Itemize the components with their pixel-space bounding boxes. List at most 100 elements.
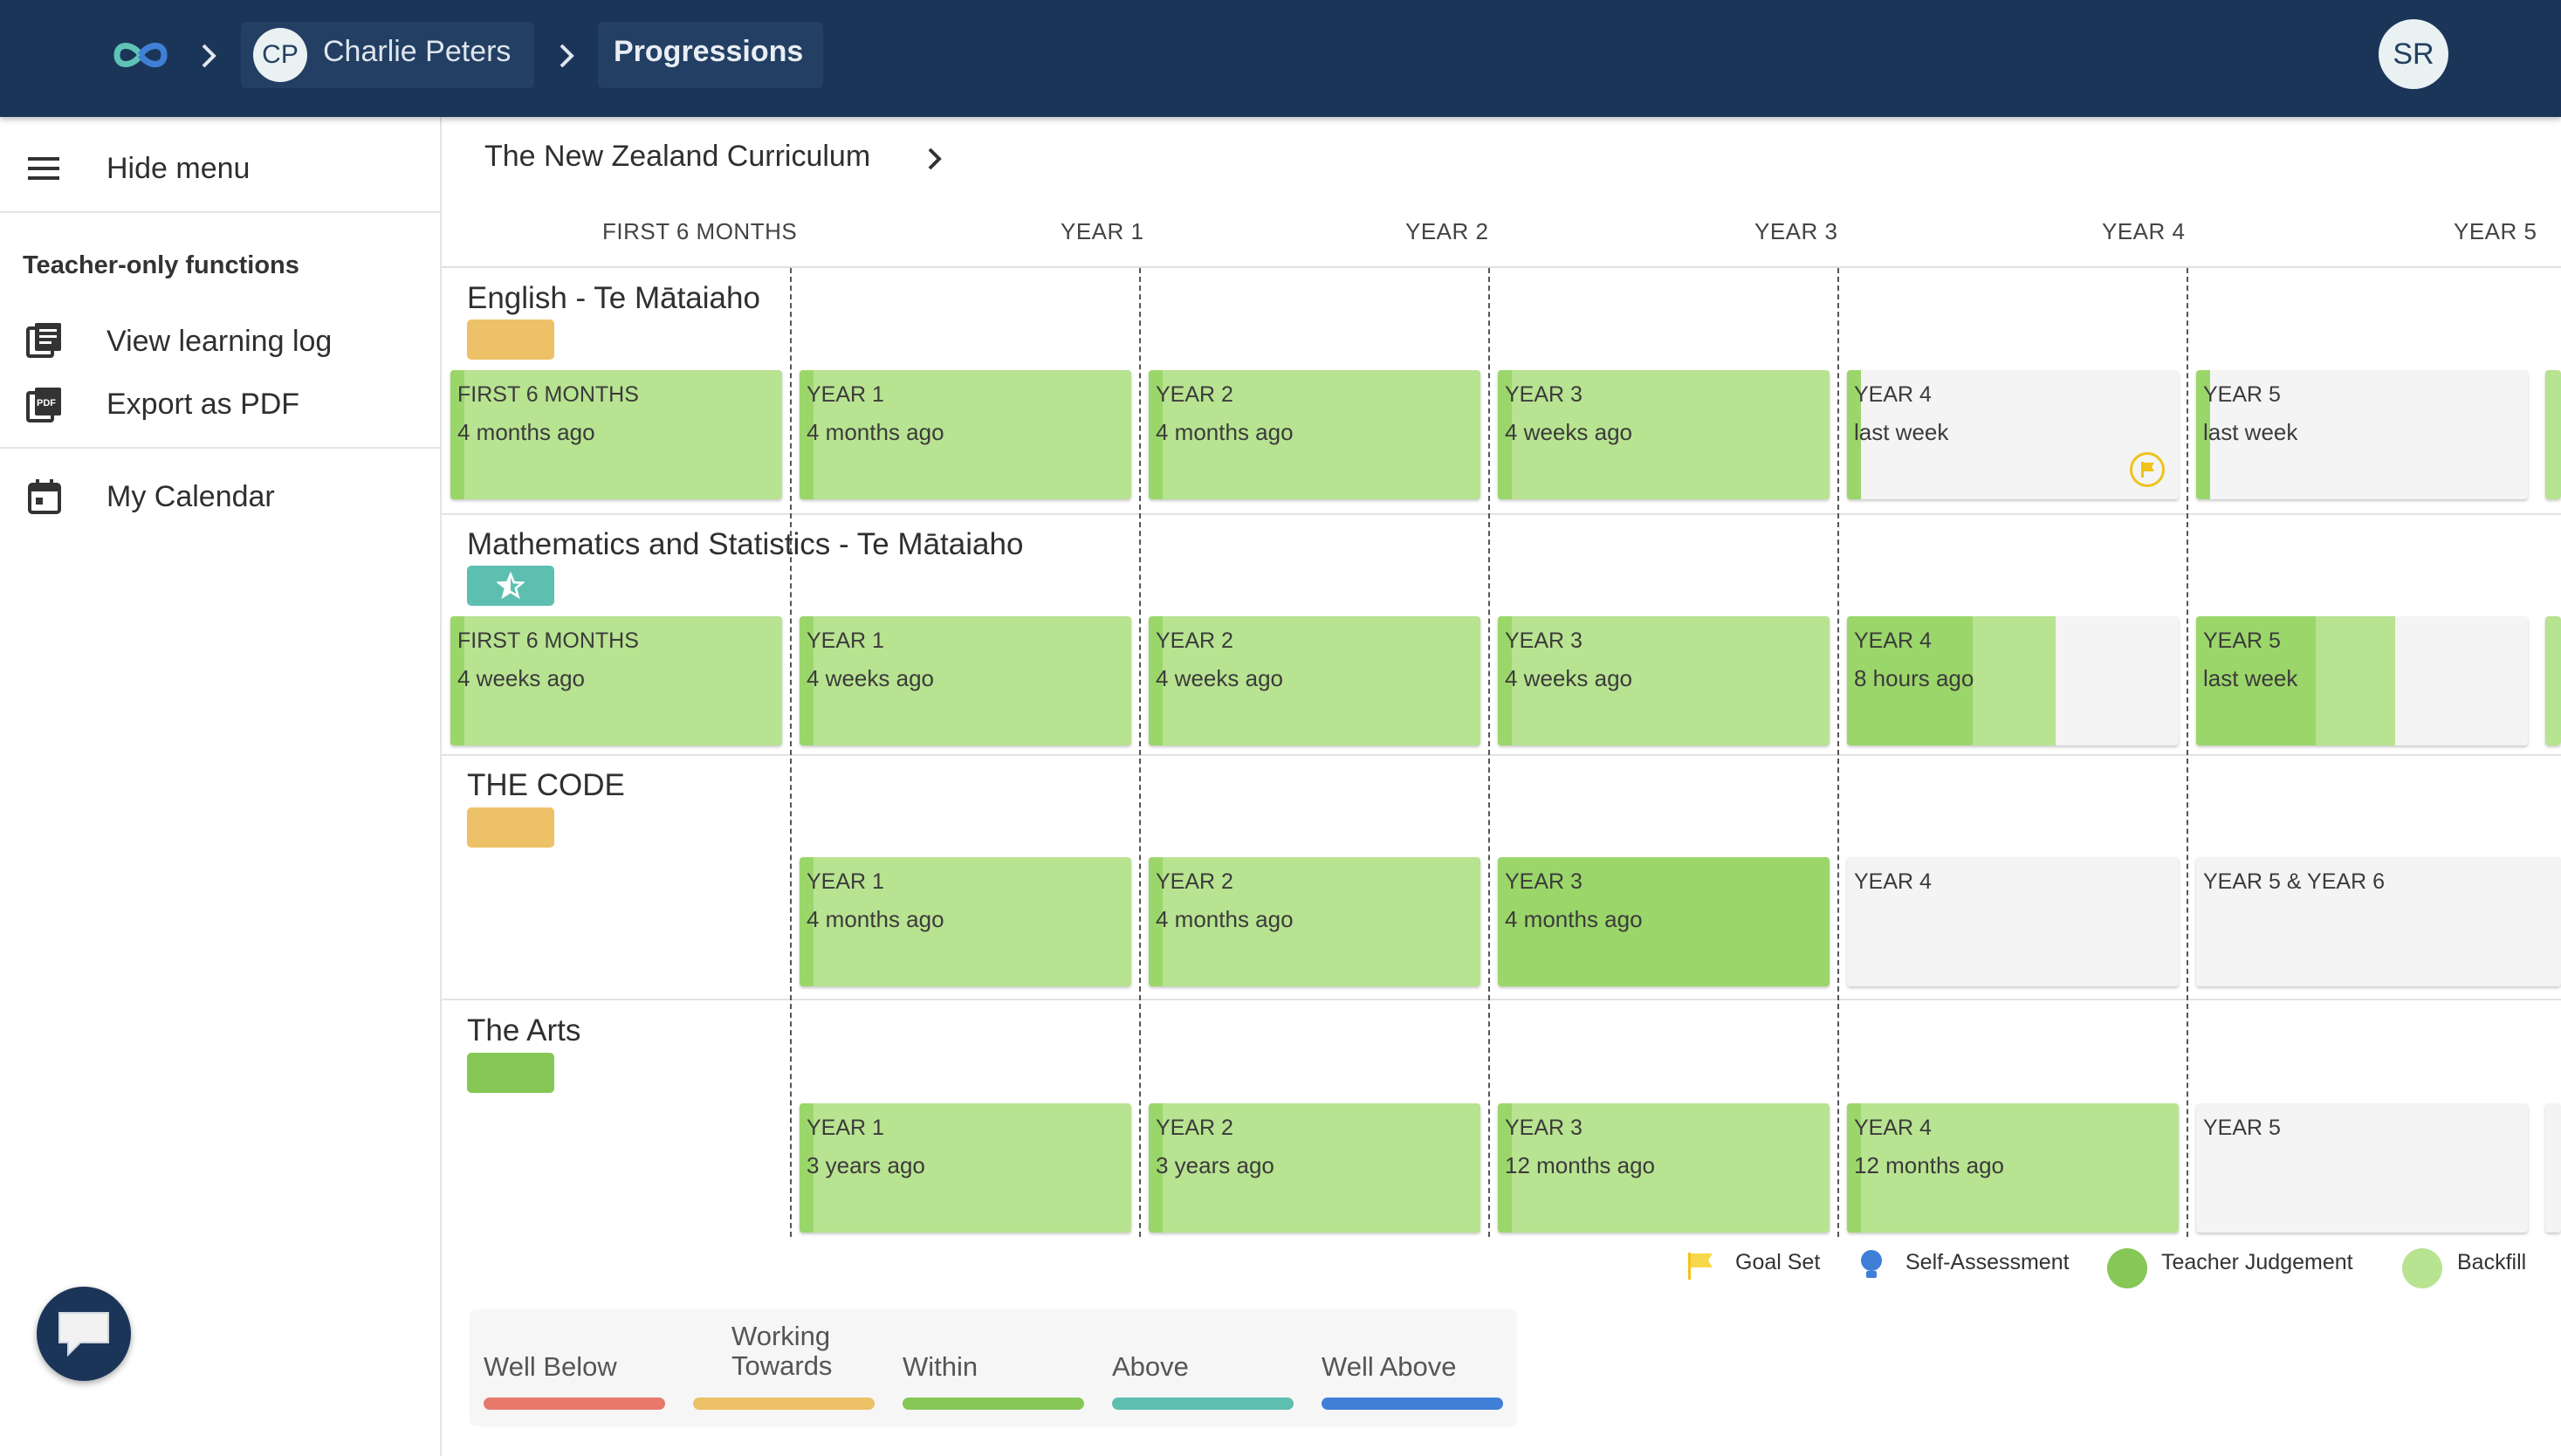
learning-log-icon	[26, 323, 61, 358]
progress-card-partial[interactable]	[2545, 1103, 2561, 1233]
teacher-functions-heading: Teacher-only functions	[23, 251, 299, 279]
achievement-label: Working Towards	[731, 1321, 833, 1381]
chat-bubble-icon	[58, 1312, 109, 1357]
progress-card[interactable]: YEAR 1 3 years ago	[800, 1103, 1131, 1233]
card-level-label: YEAR 4	[1854, 628, 1932, 653]
card-timestamp: 4 months ago	[807, 906, 944, 932]
column-header: YEAR 4	[2102, 218, 2186, 244]
view-learning-log-button[interactable]: View learning log	[0, 316, 440, 368]
card-level-label: YEAR 5	[2203, 628, 2281, 653]
progress-card[interactable]: YEAR 1 4 months ago	[800, 857, 1131, 986]
view-learning-log-label: View learning log	[106, 325, 333, 358]
breadcrumb-student-name[interactable]: Charlie Peters	[323, 35, 512, 68]
card-timestamp: last week	[2203, 665, 2298, 691]
progress-card[interactable]: YEAR 3 12 months ago	[1498, 1103, 1830, 1233]
achievement-badge	[467, 319, 554, 360]
chevron-right-icon	[202, 44, 216, 68]
infinity-logo-icon[interactable]	[110, 35, 171, 75]
achievement-bar	[693, 1398, 875, 1410]
my-calendar-label: My Calendar	[106, 480, 275, 513]
card-timestamp: 4 weeks ago	[1505, 665, 1632, 691]
sidebar-divider	[0, 211, 440, 213]
card-timestamp: 4 months ago	[457, 419, 595, 445]
card-timestamp: last week	[2203, 419, 2298, 445]
card-level-label: YEAR 2	[1156, 382, 1233, 407]
progress-card[interactable]: YEAR 1 4 weeks ago	[800, 616, 1131, 745]
card-timestamp: last week	[1854, 419, 1949, 445]
progress-card[interactable]: YEAR 4 last week	[1847, 370, 2179, 499]
card-timestamp: 4 months ago	[1156, 419, 1294, 445]
progress-card[interactable]: YEAR 1 4 months ago	[800, 370, 1131, 499]
progress-card[interactable]: YEAR 5 last week	[2196, 370, 2528, 499]
progress-card[interactable]: YEAR 4 12 months ago	[1847, 1103, 2179, 1233]
progress-card[interactable]: YEAR 2 4 months ago	[1149, 857, 1480, 986]
card-timestamp: 12 months ago	[1854, 1152, 2005, 1178]
column-divider	[2187, 268, 2188, 1237]
achievement-badge	[467, 566, 554, 606]
subject-title: The Arts	[467, 1013, 581, 1047]
chat-button[interactable]	[37, 1287, 131, 1381]
progress-card-partial[interactable]	[2545, 616, 2561, 745]
progress-card-partial[interactable]	[2545, 370, 2561, 499]
progress-card[interactable]: FIRST 6 MONTHS 4 weeks ago	[450, 616, 782, 745]
progress-card[interactable]: YEAR 5	[2196, 1103, 2528, 1233]
progress-card[interactable]: YEAR 4 8 hours ago	[1847, 616, 2179, 745]
card-level-label: YEAR 2	[1156, 1116, 1233, 1140]
progress-card[interactable]: YEAR 3 4 weeks ago	[1498, 616, 1830, 745]
card-timestamp: 4 weeks ago	[1505, 419, 1632, 445]
hide-menu-button[interactable]: Hide menu	[0, 143, 440, 196]
subject-title: English - Te Mātaiaho	[467, 281, 760, 315]
card-timestamp: 4 months ago	[807, 419, 944, 445]
curriculum-selector[interactable]: The New Zealand Curriculum	[484, 140, 871, 173]
row-divider	[442, 513, 2561, 515]
card-level-label: YEAR 3	[1505, 628, 1583, 653]
row-divider	[442, 754, 2561, 756]
chevron-right-icon[interactable]	[922, 142, 948, 175]
flag-icon	[1688, 1253, 1713, 1280]
backfill-dot	[2402, 1248, 2442, 1288]
card-level-label: YEAR 5	[2203, 382, 2281, 407]
card-level-label: YEAR 5 & YEAR 6	[2203, 869, 2385, 894]
progress-card[interactable]: YEAR 3 4 weeks ago	[1498, 370, 1830, 499]
column-header: YEAR 3	[1754, 218, 1838, 244]
column-divider	[1837, 268, 1839, 1237]
card-level-label: YEAR 3	[1505, 382, 1583, 407]
column-divider	[1139, 268, 1141, 1237]
card-level-label: YEAR 3	[1505, 1116, 1583, 1140]
my-calendar-button[interactable]: My Calendar	[0, 471, 440, 524]
card-level-label: YEAR 2	[1156, 628, 1233, 653]
progress-card[interactable]: YEAR 5 & YEAR 6	[2196, 857, 2561, 986]
card-level-label: YEAR 4	[1854, 1116, 1932, 1140]
progress-card[interactable]: YEAR 2 4 months ago	[1149, 370, 1480, 499]
progress-card[interactable]: YEAR 4	[1847, 857, 2179, 986]
card-level-label: YEAR 2	[1156, 869, 1233, 894]
achievement-bar	[1112, 1398, 1294, 1410]
goal-flag-icon	[2130, 452, 2165, 487]
card-level-label: YEAR 1	[807, 382, 884, 407]
sidebar: Hide menu Teacher-only functions View le…	[0, 117, 442, 1456]
achievement-badge	[467, 1053, 554, 1093]
export-pdf-button[interactable]: PDF Export as PDF	[0, 379, 440, 431]
sidebar-divider	[0, 447, 440, 449]
achievement-label: Within	[903, 1351, 978, 1382]
teacher-judgement-dot	[2107, 1248, 2147, 1288]
card-level-label: YEAR 4	[1854, 869, 1932, 894]
export-pdf-label: Export as PDF	[106, 388, 300, 421]
star-icon	[497, 572, 525, 600]
card-level-label: YEAR 1	[807, 1116, 884, 1140]
achievement-bar	[484, 1398, 665, 1410]
legend-self-assessment: Self-Assessment	[1905, 1250, 2070, 1274]
legend-backfill: Backfill	[2457, 1250, 2527, 1274]
progress-card[interactable]: FIRST 6 MONTHS 4 months ago	[450, 370, 782, 499]
progress-card[interactable]: YEAR 3 4 months ago	[1498, 857, 1830, 986]
progress-card[interactable]: YEAR 2 3 years ago	[1149, 1103, 1480, 1233]
progress-card[interactable]: YEAR 5 last week	[2196, 616, 2528, 745]
card-level-label: YEAR 5	[2203, 1116, 2281, 1140]
card-timestamp: 3 years ago	[807, 1152, 925, 1178]
column-header: YEAR 5	[2454, 218, 2537, 244]
progress-card[interactable]: YEAR 2 4 weeks ago	[1149, 616, 1480, 745]
achievement-badge	[467, 807, 554, 848]
lightbulb-icon	[1861, 1250, 1882, 1278]
user-avatar[interactable]: SR	[2379, 19, 2448, 89]
page-title: Progressions	[614, 35, 804, 68]
